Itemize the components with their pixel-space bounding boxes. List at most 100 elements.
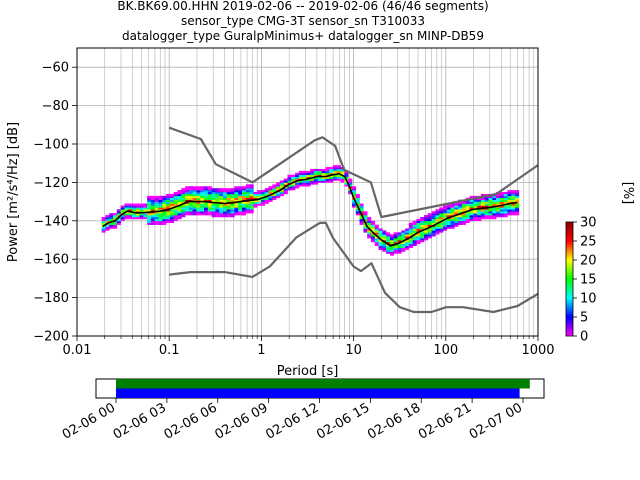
- histogram-cell: [492, 216, 497, 220]
- histogram-cell: [150, 218, 156, 222]
- histogram-cell: [230, 211, 235, 214]
- histogram-cell: [200, 195, 205, 199]
- histogram-cell: [291, 188, 296, 191]
- histogram-cell: [181, 195, 186, 199]
- histogram-cell: [420, 238, 425, 241]
- histogram-cell: [241, 195, 247, 199]
- histogram-cell: [507, 190, 512, 193]
- histogram-cell: [473, 205, 478, 208]
- histogram-cell: [154, 216, 159, 220]
- histogram-cell: [276, 193, 281, 197]
- histogram-cell: [204, 201, 209, 204]
- histogram-cell: [484, 213, 489, 216]
- histogram-cell: [427, 230, 432, 233]
- histogram-cell: [192, 205, 197, 208]
- histogram-cell: [260, 199, 266, 202]
- histogram-cell: [166, 197, 171, 200]
- histogram-cell: [314, 172, 319, 176]
- histogram-cell: [477, 197, 482, 200]
- histogram-cell: [420, 232, 425, 235]
- histogram-cell: [192, 199, 197, 202]
- histogram-cell: [253, 197, 258, 200]
- histogram-cell: [374, 243, 379, 247]
- histogram-cell: [188, 203, 193, 206]
- histogram-cell: [397, 238, 402, 241]
- histogram-cell: [412, 243, 417, 247]
- histogram-cell: [420, 222, 425, 225]
- histogram-cell: [181, 207, 186, 210]
- histogram-cell: [177, 201, 182, 204]
- histogram-cell: [204, 188, 209, 191]
- histogram-cell: [306, 182, 311, 185]
- histogram-cell: [359, 203, 364, 206]
- histogram-cell: [446, 209, 451, 212]
- histogram-cell: [150, 201, 156, 204]
- histogram-cell: [344, 184, 349, 187]
- histogram-cell: [105, 215, 110, 218]
- histogram-cell: [207, 186, 212, 189]
- histogram-cell: [264, 193, 269, 197]
- histogram-cell: [310, 172, 315, 176]
- histogram-cell: [515, 205, 520, 208]
- histogram-cell: [109, 216, 114, 220]
- histogram-cell: [158, 222, 163, 225]
- noise-model-low-curve: [169, 221, 539, 314]
- histogram-cell: [219, 215, 224, 218]
- histogram-cell: [211, 207, 216, 210]
- histogram-cell: [412, 241, 417, 245]
- histogram-cell: [192, 190, 197, 193]
- histogram-cell: [515, 207, 520, 210]
- histogram-cell: [321, 176, 326, 179]
- histogram-cell: [109, 215, 114, 218]
- histogram-cell: [249, 193, 254, 197]
- histogram-cell: [507, 213, 512, 216]
- histogram-cell: [408, 232, 413, 235]
- histogram-cell: [226, 213, 231, 216]
- histogram-cell: [113, 220, 118, 224]
- histogram-cell: [427, 234, 432, 237]
- histogram-cell: [181, 211, 186, 214]
- histogram-cell: [169, 203, 174, 206]
- histogram-cell: [484, 205, 489, 208]
- histogram-cell: [382, 243, 387, 247]
- histogram-cell: [226, 205, 231, 208]
- histogram-cell: [162, 211, 167, 214]
- histogram-cell: [496, 213, 501, 216]
- histogram-cell: [439, 222, 444, 225]
- histogram-cell: [378, 240, 383, 243]
- histogram-cell: [158, 216, 163, 220]
- histogram-cell: [200, 190, 205, 193]
- histogram-cell: [238, 203, 243, 206]
- histogram-cell: [431, 234, 436, 237]
- histogram-cell: [264, 190, 269, 193]
- histogram-cell: [241, 201, 247, 204]
- histogram-cell: [166, 199, 171, 202]
- colorbar-tick-label: 15: [580, 273, 597, 288]
- psd-coverage-bar: [116, 388, 520, 398]
- histogram-cell: [317, 180, 322, 183]
- histogram-cell: [143, 207, 148, 210]
- title-line-1: BK.BK69.00.HHN 2019-02-06 -- 2019-02-06 …: [117, 0, 488, 13]
- histogram-cell: [177, 199, 182, 202]
- histogram-cell: [238, 209, 243, 212]
- histogram-cell: [249, 188, 254, 191]
- histogram-cell: [435, 228, 440, 231]
- histogram-cell: [241, 213, 247, 216]
- histogram-cell: [116, 211, 121, 214]
- histogram-cell: [169, 213, 174, 216]
- histogram-cell: [185, 203, 190, 206]
- histogram-cell: [306, 184, 311, 187]
- histogram-cell: [424, 220, 429, 224]
- histogram-cell: [488, 207, 493, 210]
- histogram-cell: [378, 245, 383, 248]
- histogram-cell: [109, 222, 114, 225]
- histogram-cell: [439, 230, 444, 233]
- histogram-cell: [181, 205, 186, 208]
- histogram-cell: [458, 211, 463, 214]
- colorbar-gradient: [565, 221, 574, 337]
- histogram-cell: [511, 209, 516, 212]
- histogram-cell: [158, 203, 163, 206]
- histogram-cell: [154, 207, 159, 210]
- histogram-cell: [408, 245, 413, 248]
- histogram-cell: [230, 213, 235, 216]
